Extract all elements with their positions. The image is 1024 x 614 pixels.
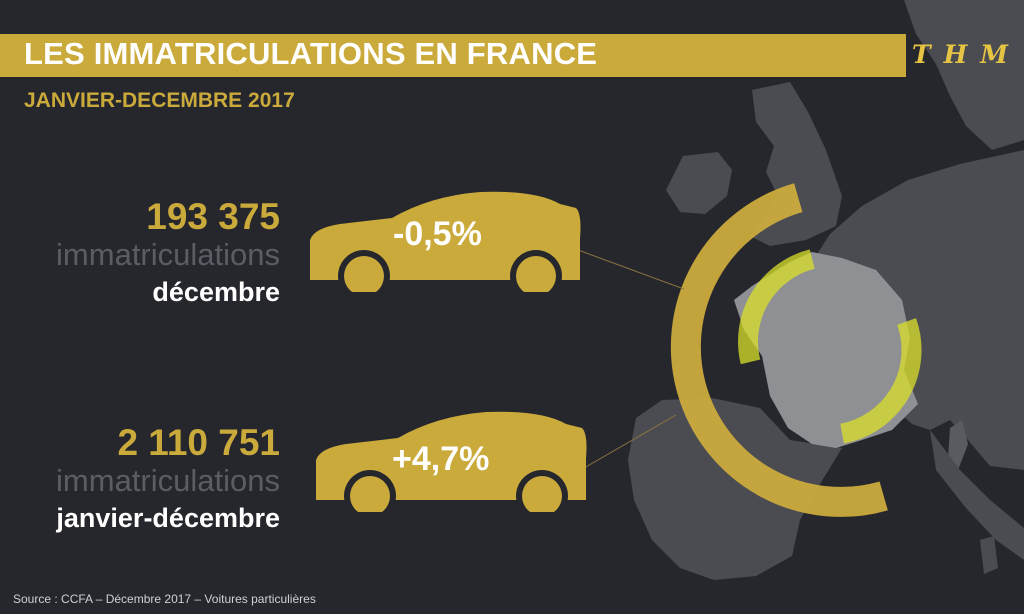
continent-shape (800, 150, 1024, 470)
car-change-value: +4,7% (392, 440, 490, 478)
france-shape (734, 252, 918, 448)
stat-unit: immatriculations (56, 237, 280, 272)
connector-line-year (583, 414, 677, 469)
title-bar (0, 34, 906, 77)
outer-gold-arc (670, 183, 888, 517)
scandinavia-shape (904, 0, 1024, 150)
ireland-shape (666, 152, 732, 214)
source-note: Source : CCFA – Décembre 2017 – Voitures… (13, 592, 316, 606)
inner-lime-arc-left (738, 249, 815, 365)
stat-unit: immatriculations (56, 463, 280, 498)
stat-number: 193 375 (146, 196, 280, 237)
stat-block-december: 193 375 immatriculations décembre (56, 198, 280, 310)
page-title: LES IMMATRICULATIONS EN FRANCE (24, 36, 598, 71)
stat-period: janvier-décembre (56, 503, 280, 533)
stat-period: décembre (152, 277, 280, 307)
car-icon (300, 191, 590, 298)
sardinia-shape (980, 536, 998, 574)
page-subtitle: JANVIER-DECEMBRE 2017 (24, 89, 295, 112)
corsica-shape (948, 420, 968, 470)
stat-block-year: 2 110 751 immatriculations janvier-décem… (56, 424, 280, 536)
connector-line-month (577, 249, 685, 290)
car-change-value: -0,5% (393, 215, 482, 253)
stat-number: 2 110 751 (117, 422, 280, 463)
inner-lime-arc-right (839, 318, 922, 444)
italy-shape (930, 430, 1024, 560)
car-icon (306, 411, 596, 518)
iberia-shape (628, 398, 842, 580)
brand-logo: THM (912, 40, 1021, 69)
